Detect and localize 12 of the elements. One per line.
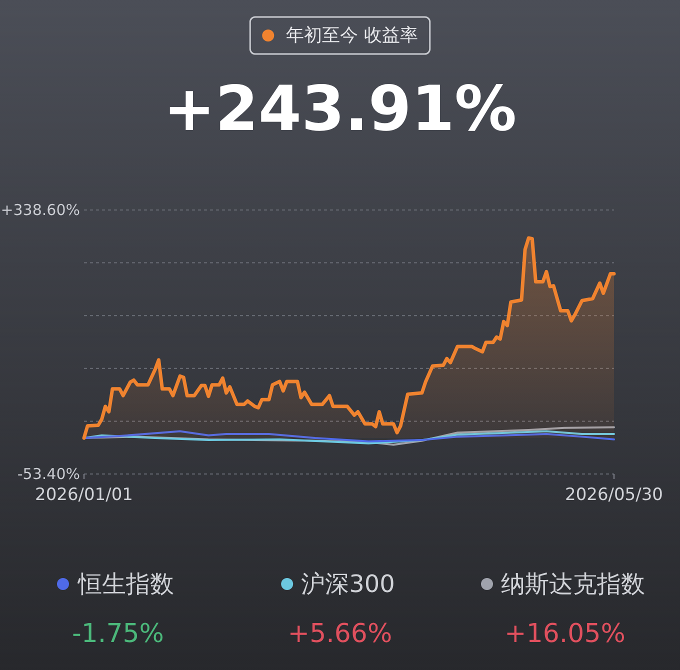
text: -1.75% — [72, 619, 164, 649]
x-tick-label: 2026/01/01 — [35, 485, 133, 505]
chart-subtitle: +243.91% — [163, 72, 517, 145]
legend-label: 恒生指数 — [77, 570, 174, 598]
y-tick-label: +338.60% — [0, 201, 80, 219]
chart-title: 年初至今 收益率 — [286, 25, 418, 46]
text: +5.66% — [288, 619, 392, 649]
legend-label: 沪深300 — [301, 570, 395, 598]
y-tick-label: -53.40% — [17, 465, 80, 483]
x-tick-label: 2026/05/30 — [565, 485, 663, 505]
legend-label: 纳斯达克指数 — [501, 570, 645, 598]
text: +16.05% — [504, 619, 626, 649]
